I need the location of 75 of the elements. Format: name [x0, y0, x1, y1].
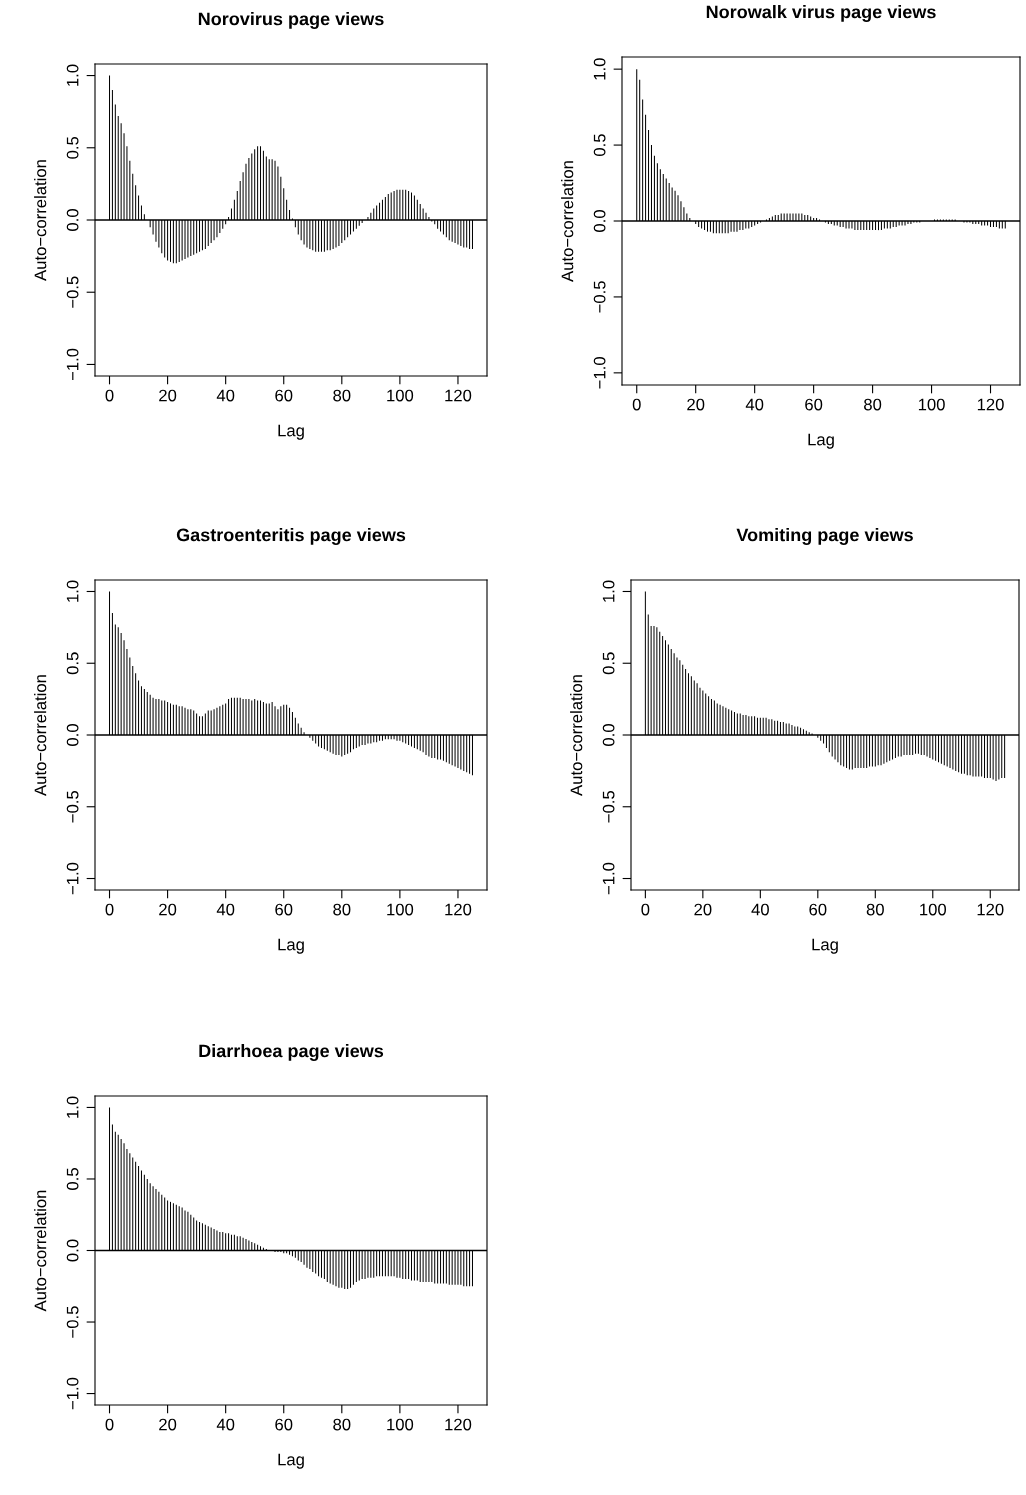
x-tick-label: 100: [387, 903, 414, 916]
y-tick-label: −0.5: [66, 791, 79, 823]
x-tick-label: 100: [387, 1418, 414, 1431]
x-tick-label: 80: [866, 903, 884, 916]
y-tick-label: 0.5: [593, 134, 606, 157]
x-tick-label: 20: [687, 398, 705, 411]
x-tick-label: 40: [216, 903, 235, 916]
x-tick-label: 40: [745, 398, 764, 411]
x-tick-label: 20: [694, 903, 712, 916]
y-tick-label: 0.5: [66, 1168, 79, 1190]
x-tick-label: 0: [105, 1418, 114, 1431]
x-axis-title: Lag: [278, 424, 304, 440]
y-tick-label: −1.0: [66, 1377, 79, 1410]
y-tick-label: −0.5: [602, 791, 615, 823]
chart-title: Gastroenteritis page views: [176, 528, 406, 545]
x-axis-title: Lag: [278, 1453, 304, 1469]
y-axis-title: Auto−correlation: [570, 675, 583, 796]
x-tick-label: 60: [809, 903, 827, 916]
x-tick-label: 120: [445, 1418, 472, 1431]
y-tick-label: 0.5: [602, 652, 615, 675]
x-tick-label: 60: [275, 1418, 293, 1431]
y-tick-label: 0.0: [602, 724, 615, 746]
x-tick-label: 100: [918, 398, 945, 411]
y-tick-label: −0.5: [66, 1306, 79, 1338]
chart-title: Norovirus page views: [198, 12, 384, 29]
x-tick-label: 100: [387, 389, 414, 402]
x-tick-label: 80: [864, 398, 882, 411]
x-axis-title: Lag: [278, 938, 304, 954]
y-tick-label: 1.0: [602, 580, 615, 602]
y-tick-label: −1.0: [593, 357, 606, 389]
x-tick-label: 20: [159, 903, 177, 916]
y-axis-title: Auto−correlation: [34, 1190, 47, 1312]
x-tick-label: 60: [275, 903, 293, 916]
chart-title: Norowalk virus page views: [706, 5, 936, 22]
x-tick-label: 80: [333, 389, 351, 402]
x-tick-label: 20: [159, 389, 177, 402]
y-axis-title: Auto−correlation: [34, 675, 47, 796]
x-tick-label: 120: [445, 389, 472, 402]
y-tick-label: 1.0: [66, 580, 79, 602]
x-tick-label: 40: [751, 903, 769, 916]
y-tick-label: 1.0: [66, 1096, 79, 1118]
x-tick-label: 120: [445, 903, 472, 916]
y-tick-label: 0.5: [66, 136, 79, 159]
y-tick-label: −1.0: [66, 348, 79, 381]
x-tick-label: 100: [920, 903, 947, 916]
y-tick-label: −1.0: [602, 862, 615, 895]
y-tick-label: −0.5: [66, 276, 79, 308]
chart-title: Diarrhoea page views: [199, 1044, 384, 1061]
y-tick-label: 1.0: [66, 64, 79, 86]
x-axis-title: Lag: [808, 433, 834, 449]
x-tick-label: 40: [216, 1418, 235, 1431]
y-tick-label: 0.0: [593, 210, 606, 232]
x-tick-label: 120: [977, 903, 1004, 916]
x-tick-label: 80: [333, 1418, 351, 1431]
x-tick-label: 0: [105, 389, 114, 402]
y-tick-label: 0.0: [66, 1239, 79, 1262]
x-tick-label: 40: [216, 389, 235, 402]
x-tick-label: 60: [275, 389, 293, 402]
x-tick-label: 60: [805, 398, 823, 411]
y-tick-label: 0.0: [66, 724, 79, 746]
x-tick-label: 0: [632, 398, 641, 411]
x-tick-label: 0: [641, 903, 650, 916]
y-tick-label: −1.0: [66, 862, 79, 895]
y-tick-label: 0.0: [66, 209, 79, 231]
x-tick-label: 120: [977, 398, 1004, 411]
x-axis-title: Lag: [812, 938, 838, 954]
x-tick-label: 0: [105, 903, 114, 916]
y-tick-label: −0.5: [593, 281, 606, 313]
x-tick-label: 80: [333, 903, 351, 916]
y-tick-label: 0.5: [66, 652, 79, 675]
x-tick-label: 20: [159, 1418, 177, 1431]
y-axis-title: Auto−correlation: [561, 161, 574, 282]
y-axis-title: Auto−correlation: [34, 160, 47, 281]
y-tick-label: 1.0: [593, 58, 606, 80]
chart-title: Vomiting page views: [736, 528, 913, 545]
